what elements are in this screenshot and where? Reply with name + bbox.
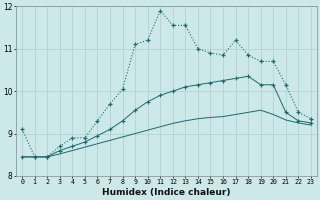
X-axis label: Humidex (Indice chaleur): Humidex (Indice chaleur) <box>102 188 231 197</box>
